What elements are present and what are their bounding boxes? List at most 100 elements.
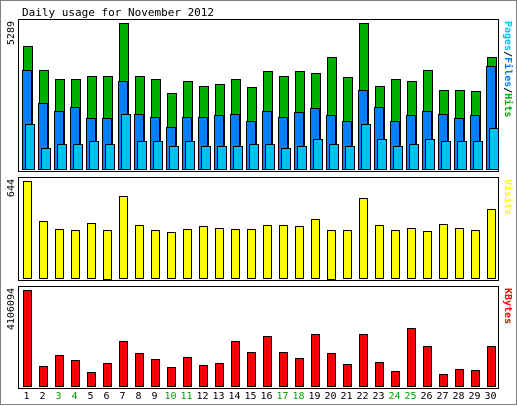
bar-kbytes-30 bbox=[487, 346, 496, 387]
x-tick-label-23: 23 bbox=[372, 391, 384, 402]
x-tick-label-12: 12 bbox=[196, 391, 208, 402]
legend-item-hits-2: Files bbox=[502, 57, 514, 87]
bar-visits-30 bbox=[487, 209, 496, 279]
x-tick-label-15: 15 bbox=[244, 391, 256, 402]
bar-pages-4 bbox=[73, 144, 83, 170]
legend-kbytes: KBytes bbox=[502, 288, 513, 324]
x-tick-label-20: 20 bbox=[324, 391, 336, 402]
x-tick-label-30: 30 bbox=[484, 391, 496, 402]
bar-visits-6 bbox=[103, 230, 112, 280]
x-tick-label-14: 14 bbox=[228, 391, 240, 402]
legend-item-hits-4: Hits bbox=[502, 93, 514, 117]
bar-visits-3 bbox=[55, 229, 64, 279]
bar-visits-12 bbox=[199, 226, 208, 279]
y-max-label-visits: 644 bbox=[6, 179, 17, 197]
bar-kbytes-13 bbox=[215, 363, 224, 387]
bar-pages-30 bbox=[489, 128, 499, 170]
bar-pages-1 bbox=[25, 124, 35, 170]
bar-visits-7 bbox=[119, 196, 128, 279]
bar-kbytes-15 bbox=[247, 352, 256, 387]
x-tick-label-7: 7 bbox=[119, 391, 125, 402]
bar-kbytes-24 bbox=[391, 371, 400, 387]
bar-visits-26 bbox=[423, 231, 432, 279]
x-tick-label-18: 18 bbox=[292, 391, 304, 402]
bar-kbytes-22 bbox=[359, 334, 368, 387]
bar-kbytes-28 bbox=[455, 369, 464, 387]
bar-pages-15 bbox=[249, 144, 259, 170]
bar-pages-3 bbox=[57, 144, 67, 170]
bar-visits-1 bbox=[23, 181, 32, 279]
bar-pages-27 bbox=[441, 141, 451, 170]
bar-visits-22 bbox=[359, 198, 368, 279]
x-tick-label-4: 4 bbox=[71, 391, 77, 402]
bar-kbytes-10 bbox=[167, 367, 176, 387]
bar-kbytes-5 bbox=[87, 372, 96, 387]
panel-visits: 644 Visits bbox=[6, 177, 514, 281]
bar-pages-22 bbox=[361, 124, 371, 170]
bar-pages-17 bbox=[281, 148, 291, 170]
bar-pages-29 bbox=[473, 141, 483, 170]
bar-pages-5 bbox=[89, 141, 99, 170]
bar-kbytes-12 bbox=[199, 365, 208, 387]
bar-pages-19 bbox=[313, 139, 323, 170]
x-tick-label-11: 11 bbox=[180, 391, 192, 402]
bar-pages-11 bbox=[185, 141, 195, 170]
x-tick-label-13: 13 bbox=[212, 391, 224, 402]
bar-visits-5 bbox=[87, 223, 96, 279]
bar-pages-7 bbox=[121, 114, 131, 170]
legend-item-hits-0: Pages bbox=[502, 21, 513, 51]
bar-kbytes-29 bbox=[471, 370, 480, 387]
chart-title: Daily usage for November 2012 bbox=[22, 6, 214, 19]
legend-item-visits-0: Visits bbox=[502, 179, 514, 215]
legend-hits: Pages/Files/Hits bbox=[502, 21, 514, 117]
y-max-label-kbytes: 4106094 bbox=[6, 288, 17, 330]
bar-pages-12 bbox=[201, 146, 211, 170]
bar-visits-14 bbox=[231, 229, 240, 279]
bar-kbytes-11 bbox=[183, 357, 192, 387]
bar-visits-17 bbox=[279, 225, 288, 279]
x-tick-label-5: 5 bbox=[87, 391, 93, 402]
bar-pages-18 bbox=[297, 146, 307, 170]
bar-pages-10 bbox=[169, 146, 179, 170]
x-tick-label-28: 28 bbox=[452, 391, 464, 402]
bar-visits-20 bbox=[327, 230, 336, 280]
x-tick-label-21: 21 bbox=[340, 391, 352, 402]
bar-kbytes-1 bbox=[23, 290, 32, 387]
bar-kbytes-19 bbox=[311, 334, 320, 387]
bar-pages-23 bbox=[377, 139, 387, 170]
bar-pages-2 bbox=[41, 148, 51, 170]
bar-visits-10 bbox=[167, 232, 176, 279]
x-tick-label-16: 16 bbox=[260, 391, 272, 402]
bar-visits-21 bbox=[343, 230, 352, 279]
bar-visits-2 bbox=[39, 221, 48, 279]
x-tick-label-8: 8 bbox=[135, 391, 141, 402]
bar-visits-29 bbox=[471, 230, 480, 279]
bar-kbytes-8 bbox=[135, 353, 144, 387]
bar-pages-21 bbox=[345, 146, 355, 170]
bar-kbytes-20 bbox=[327, 353, 336, 387]
bar-kbytes-14 bbox=[231, 341, 240, 387]
bar-pages-24 bbox=[393, 146, 403, 170]
x-tick-label-9: 9 bbox=[151, 391, 157, 402]
x-tick-label-24: 24 bbox=[388, 391, 400, 402]
x-tick-label-22: 22 bbox=[356, 391, 368, 402]
legend-item-hits-3: / bbox=[502, 87, 513, 93]
bar-kbytes-25 bbox=[407, 328, 416, 387]
bar-pages-14 bbox=[233, 146, 243, 170]
x-tick-label-19: 19 bbox=[308, 391, 320, 402]
bar-visits-25 bbox=[407, 228, 416, 279]
panel-kbytes: 4106094 KBytes bbox=[6, 286, 513, 389]
bar-kbytes-21 bbox=[343, 364, 352, 387]
bar-pages-28 bbox=[457, 141, 467, 170]
bar-visits-27 bbox=[439, 224, 448, 279]
bar-visits-19 bbox=[311, 219, 320, 279]
x-tick-label-1: 1 bbox=[23, 391, 29, 402]
bar-pages-6 bbox=[105, 144, 115, 170]
bar-visits-8 bbox=[135, 225, 144, 279]
bar-kbytes-7 bbox=[119, 341, 128, 387]
bar-visits-28 bbox=[455, 228, 464, 279]
legend-item-kbytes-0: KBytes bbox=[502, 288, 513, 324]
x-tick-label-3: 3 bbox=[55, 391, 61, 402]
